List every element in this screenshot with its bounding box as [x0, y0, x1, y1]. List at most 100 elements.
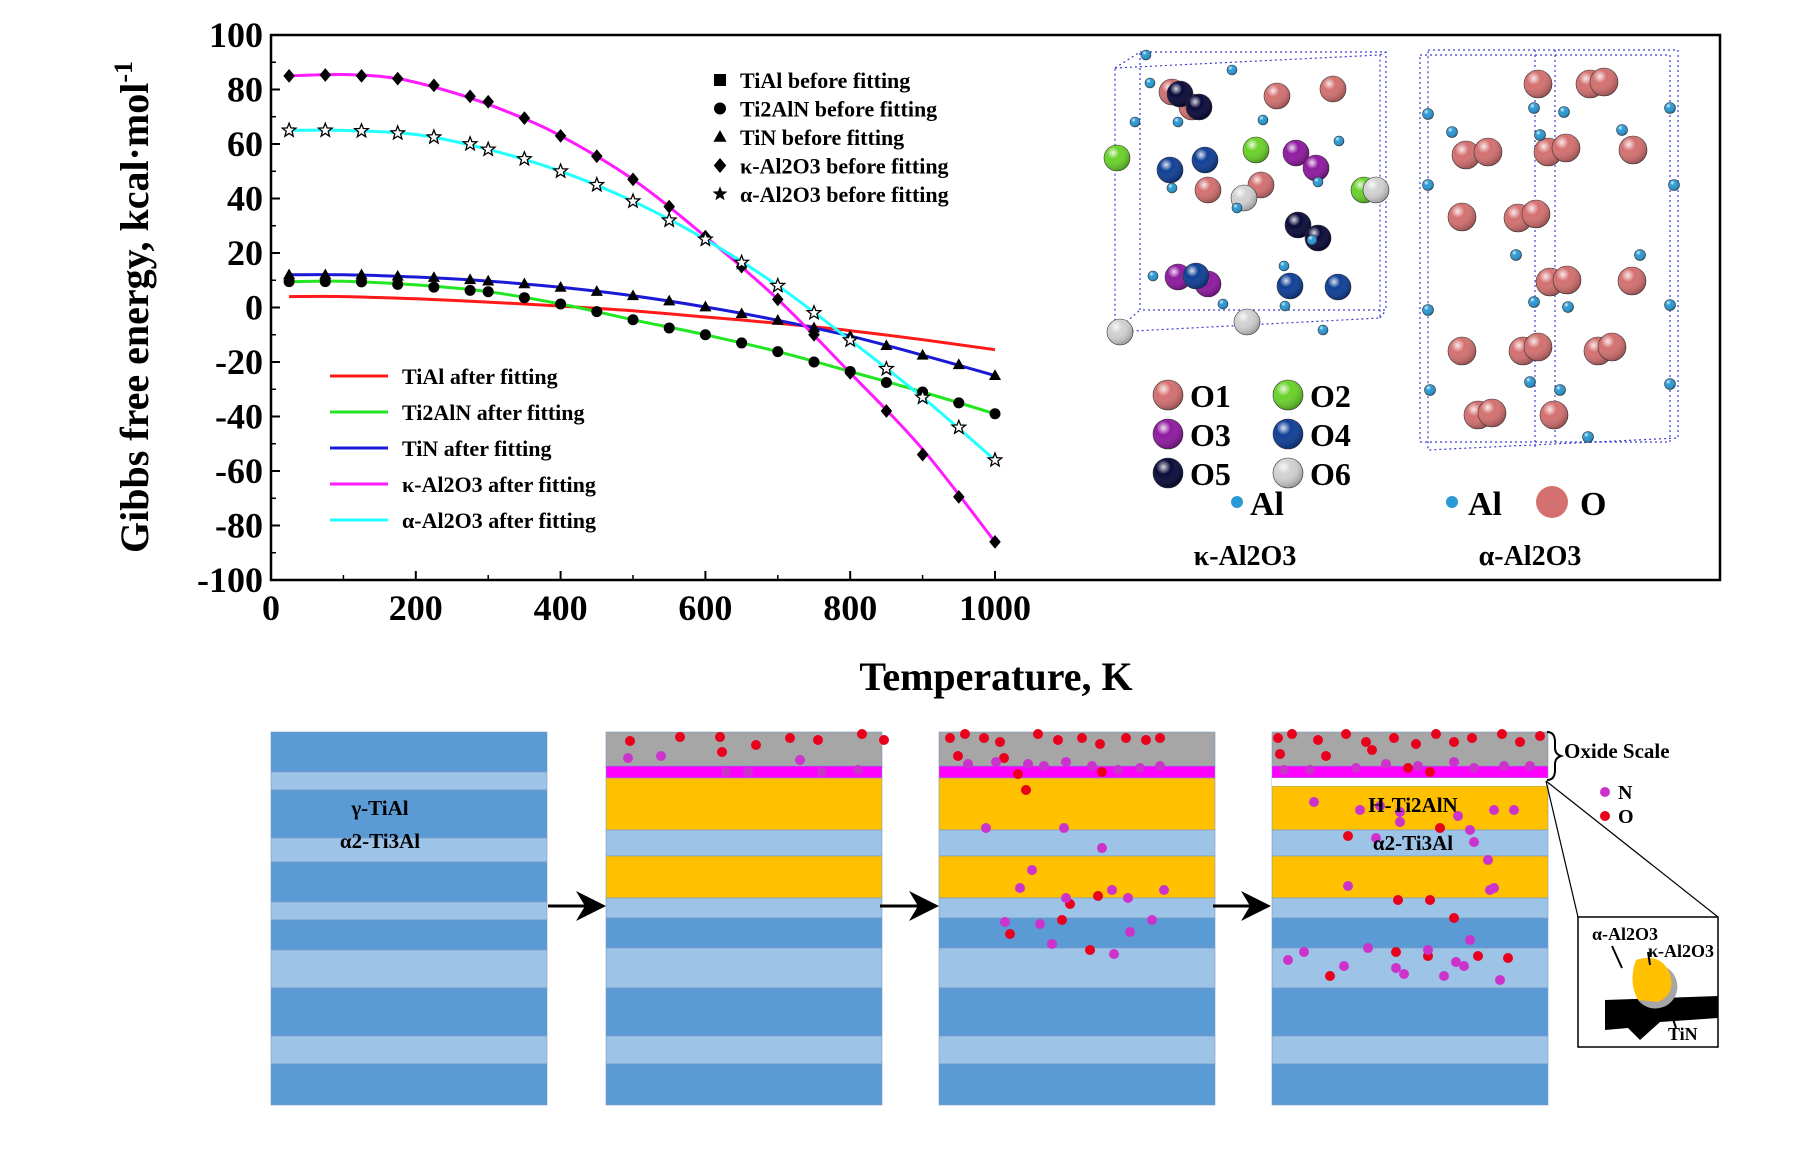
diffusing-atom	[1449, 757, 1459, 767]
diffusing-atom	[625, 736, 635, 746]
diffusing-atom	[857, 729, 867, 739]
diffusing-atom	[795, 755, 805, 765]
atom-highlight	[1334, 136, 1344, 146]
layer	[270, 1035, 548, 1065]
diffusing-atom	[1107, 885, 1117, 895]
data-point-triangle	[916, 348, 929, 360]
label-gamma-tial: γ-TiAl	[350, 796, 408, 820]
alpha-atoms	[1422, 67, 1680, 443]
data-point-circle	[699, 329, 711, 341]
diffusing-atom	[1381, 759, 1391, 769]
marker-points	[280, 68, 1004, 549]
legend-symbol-diamond	[713, 158, 727, 173]
diffusing-atom	[1093, 891, 1103, 901]
atom-highlight	[1424, 384, 1436, 396]
atom-highlight	[1552, 134, 1580, 162]
legend-symbol-circle	[714, 102, 726, 115]
data-point-triangle	[626, 289, 640, 301]
diffusing-atom	[1453, 811, 1463, 821]
diffusing-atom	[1489, 805, 1499, 815]
atom-highlight	[1183, 263, 1209, 289]
atom-highlight	[1446, 126, 1458, 138]
data-point-triangle	[952, 358, 965, 370]
atom-highlight	[1283, 140, 1309, 166]
atom-highlight	[1279, 261, 1289, 271]
data-point-diamond	[518, 111, 531, 125]
data-point-star	[552, 162, 570, 179]
kappa-al-swatch	[1231, 496, 1243, 508]
layer	[605, 731, 883, 767]
data-point-star	[733, 253, 751, 270]
data-point-circle	[736, 337, 748, 349]
diffusing-atom	[1077, 733, 1087, 743]
atom-highlight	[1307, 235, 1317, 245]
y-tick-label: 100	[209, 15, 263, 55]
atom-highlight	[1318, 325, 1328, 335]
diffusing-atom	[1097, 843, 1107, 853]
label-h-ti2aln: H-Ti2AlN	[1368, 793, 1457, 817]
layer	[1271, 829, 1549, 857]
diffusing-atom	[945, 733, 955, 743]
atom-highlight	[1243, 137, 1269, 163]
x-tick-label: 1000	[959, 588, 1031, 628]
diffusing-atom	[1125, 927, 1135, 937]
diffusing-atom	[1339, 961, 1349, 971]
atom-highlight	[1157, 157, 1183, 183]
data-point-star	[461, 134, 479, 152]
diffusing-atom	[1087, 761, 1097, 771]
diffusing-atom	[1283, 955, 1293, 965]
diffusing-atom	[1425, 767, 1435, 777]
atom-highlight	[1273, 458, 1303, 488]
data-point-circle	[464, 284, 476, 296]
atom-highlight	[1153, 419, 1183, 449]
data-point-circle	[591, 306, 603, 318]
atom-highlight	[1618, 267, 1646, 295]
atom-highlight	[1192, 147, 1218, 173]
atom-highlight	[1524, 376, 1536, 388]
data-point-circle	[428, 281, 440, 293]
data-point-circle	[953, 397, 965, 409]
layer	[1271, 917, 1549, 949]
diffusing-atom	[1155, 761, 1165, 771]
diffusing-atom	[1525, 761, 1535, 771]
diffusing-atom	[1057, 915, 1067, 925]
diffusing-atom	[1097, 767, 1107, 777]
layer	[270, 949, 548, 989]
data-point-star	[696, 230, 714, 247]
diffusing-atom	[999, 753, 1009, 763]
atom-highlight	[1474, 138, 1502, 166]
diffusing-atom	[1499, 761, 1509, 771]
diffusing-atom	[1371, 833, 1381, 843]
kappa-legend: O1 O2 O3 O4 O5 O6	[1152, 378, 1351, 492]
atom-highlight	[1582, 431, 1594, 443]
legend-lines: TiAl after fitting Ti2AlN after fitting Ti…	[330, 364, 596, 533]
diffusing-atom	[1113, 765, 1123, 775]
atom-highlight	[1524, 333, 1552, 361]
diffusing-atom	[1367, 745, 1377, 755]
diffusing-atom	[1309, 797, 1319, 807]
data-point-diamond	[283, 69, 295, 83]
alpha-o-label: O	[1580, 486, 1606, 523]
data-point-triangle	[554, 281, 567, 292]
data-point-circle	[663, 322, 675, 334]
data-point-triangle	[427, 271, 440, 282]
legend-o-dot	[1600, 811, 1610, 821]
layer	[605, 897, 883, 919]
atom-highlight	[1540, 401, 1568, 429]
kappa-legend-label: O5	[1190, 456, 1231, 492]
kappa-legend-label: O2	[1310, 378, 1351, 414]
diffusing-atom	[751, 740, 761, 750]
atom-highlight	[1363, 177, 1389, 203]
data-point-diamond	[482, 94, 494, 109]
plot-frame	[269, 33, 1722, 582]
atom-highlight	[1173, 117, 1183, 127]
gap-layer	[1272, 778, 1548, 786]
layer	[270, 771, 548, 791]
diffusing-atom	[1391, 947, 1401, 957]
diffusing-atom	[1435, 823, 1445, 833]
data-point-diamond	[989, 534, 1001, 549]
atom-highlight	[1313, 177, 1323, 187]
layer	[938, 829, 1216, 857]
data-point-diamond	[428, 78, 440, 93]
kappa-al-label: Al	[1250, 486, 1284, 523]
